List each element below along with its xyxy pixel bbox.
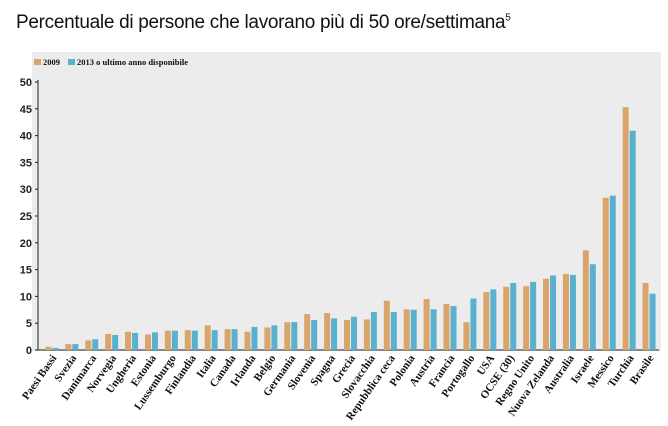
- bar-2009-lussemburgo: [164, 330, 171, 350]
- bar-2013-lussemburgo: [171, 330, 178, 350]
- bar-2009-italia: [204, 325, 211, 350]
- bar-2009-austria: [423, 299, 430, 350]
- bar-2009-portogallo: [463, 322, 470, 350]
- bar-2009-paesi-bassi: [45, 346, 52, 350]
- bar-2009-slovacchia: [363, 319, 370, 350]
- bar-2013-danimarca: [92, 339, 99, 350]
- bar-2009-canada: [224, 329, 231, 350]
- legend-2009-label: 2009: [43, 57, 60, 67]
- bar-2013-australia: [569, 274, 576, 350]
- bar-2009-ocse-30-: [503, 286, 510, 350]
- bar-2009-australia: [562, 273, 569, 350]
- bar-2013-spagna: [331, 318, 338, 350]
- bar-2013-belgio: [271, 325, 278, 350]
- legend: 2009 2013 o ultimo anno disponibile: [34, 57, 188, 67]
- bar-2013-paesi-bassi: [52, 347, 59, 350]
- bar-2009-belgio: [264, 327, 271, 350]
- bar-2009-grecia: [344, 319, 350, 350]
- bar-2009-danimarca: [85, 340, 92, 350]
- bar-2009-israele: [582, 250, 589, 350]
- bar-2009-spagna: [324, 313, 331, 350]
- bar-2009-svezia: [65, 344, 72, 350]
- bar-2013-grecia: [351, 316, 357, 350]
- y-tick-label-5: 5: [26, 318, 32, 330]
- bar-2013-nuova-zelanda: [550, 275, 557, 350]
- bar-2009-polonia: [403, 309, 410, 350]
- bar-2009-norvegia: [105, 333, 112, 350]
- bar-2009-usa: [483, 292, 490, 350]
- chart-title-text: Percentuale di persone che lavorano più …: [16, 12, 506, 33]
- bar-2013-canada: [231, 329, 238, 350]
- bar-2013-ungheria: [132, 332, 139, 350]
- bar-2013-finlandia: [191, 330, 198, 350]
- bar-2009-brasile: [642, 283, 649, 350]
- bar-2009-francia: [443, 303, 450, 350]
- bar-2013-norvegia: [112, 334, 119, 350]
- bar-2013-slovenia: [311, 319, 318, 350]
- chart-title-footnote: 5: [505, 12, 511, 24]
- chart-title: Percentuale di persone che lavorano più …: [16, 12, 511, 34]
- bar-2009-ungheria: [125, 331, 132, 350]
- y-tick-label-30: 30: [20, 184, 32, 196]
- bar-2013-germania: [291, 322, 298, 350]
- bar-2013-svezia: [72, 344, 79, 350]
- bar-2013-turchia: [629, 130, 636, 350]
- y-tick-label-15: 15: [20, 265, 32, 277]
- bar-2009-estonia: [144, 334, 151, 350]
- bar-2013-italia: [211, 330, 218, 350]
- y-tick-label-20: 20: [20, 238, 32, 250]
- bar-2009-finlandia: [184, 330, 191, 350]
- bar-2013-ocse-30-: [510, 283, 517, 350]
- bar-2013-estonia: [151, 332, 158, 350]
- legend-2013-label: 2013 o ultimo anno disponibile: [77, 57, 188, 67]
- bar-2013-slovacchia: [370, 311, 377, 350]
- bar-2009-regno-unito: [523, 286, 530, 350]
- bar-2013-irlanda: [251, 326, 258, 350]
- y-tick-label-45: 45: [20, 104, 32, 116]
- y-tick-label-40: 40: [20, 131, 32, 143]
- y-tick-label-35: 35: [20, 157, 32, 169]
- bar-2013-brasile: [649, 293, 656, 350]
- legend-2009-swatch: [34, 59, 41, 65]
- bar-2013-portogallo: [470, 298, 477, 350]
- bar-2013-messico: [609, 195, 616, 350]
- y-tick-label-25: 25: [20, 211, 32, 223]
- bar-2009-turchia: [622, 107, 629, 350]
- bar-2013-polonia: [410, 309, 417, 350]
- legend-2013-swatch: [68, 59, 75, 65]
- bar-2013-israele: [589, 264, 596, 350]
- plot-background: [32, 52, 661, 351]
- y-tick-label-0: 0: [26, 345, 32, 357]
- bar-2013-regno-unito: [530, 281, 537, 350]
- bar-2009-nuova-zelanda: [543, 278, 550, 350]
- bar-2009-messico: [602, 197, 609, 350]
- bar-2009-irlanda: [244, 331, 251, 350]
- bar-2013-usa: [490, 289, 497, 350]
- bar-2009-repubblica-ceca: [383, 300, 390, 350]
- y-tick-label-50: 50: [20, 77, 32, 89]
- bar-2013-austria: [430, 309, 437, 350]
- bar-2013-francia: [450, 306, 457, 350]
- bar-2013-repubblica-ceca: [390, 311, 397, 350]
- y-tick-label-10: 10: [20, 291, 32, 303]
- bar-2009-germania: [284, 322, 291, 350]
- bar-2009-slovenia: [304, 314, 311, 350]
